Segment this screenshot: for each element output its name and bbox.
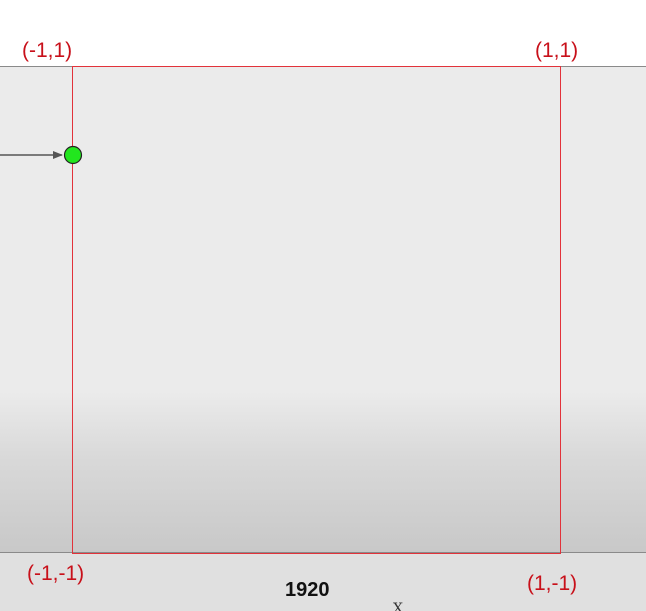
bottom-strip: [0, 553, 646, 611]
width-label: 1920: [285, 579, 330, 601]
corner-label-top-right: (1,1): [535, 39, 579, 62]
green-point-icon: [63, 145, 83, 165]
corner-label-bottom-left: (-1,-1): [27, 562, 85, 585]
corner-label-bottom-right: (1,-1): [527, 572, 578, 595]
screen-area: [0, 66, 646, 553]
axis-label: X: [393, 601, 403, 611]
ndc-rectangle: [72, 66, 561, 554]
corner-label-top-left: (-1,1): [22, 39, 73, 62]
